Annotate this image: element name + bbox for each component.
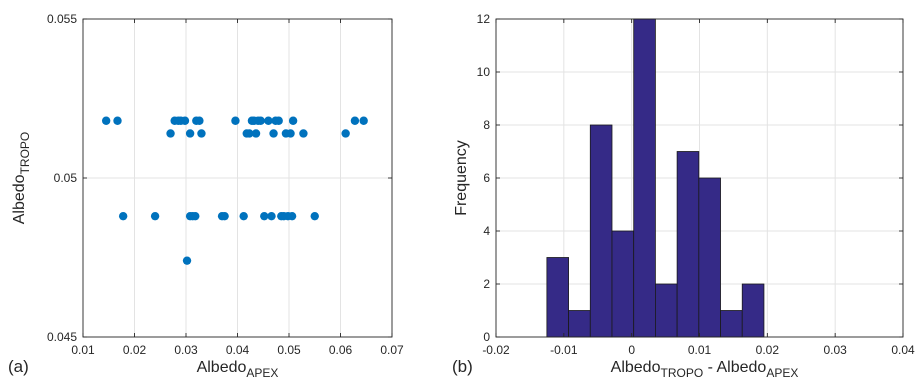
data-point xyxy=(341,129,350,138)
data-point xyxy=(231,116,240,125)
data-point xyxy=(150,211,160,221)
data-point xyxy=(101,116,111,125)
histogram-bar xyxy=(655,283,678,338)
histogram-bar xyxy=(568,310,591,338)
histogram-panel: -0.02 -0.01 0 0.01 0.02 0.03 0.04 0 2 4 6 8 10 12 Albe… xyxy=(452,12,915,380)
data-point xyxy=(191,211,200,221)
x-tick-label: -0.01 xyxy=(550,343,578,357)
x-axis-label: AlbedoTROPO - AlbedoAPEX xyxy=(611,359,799,380)
x-axis-label: AlbedoAPEX xyxy=(197,359,279,380)
y-tick-label: 0.045 xyxy=(47,330,77,344)
data-point xyxy=(245,129,254,138)
histogram-bar xyxy=(720,310,743,338)
data-point xyxy=(185,129,195,138)
x-tick-label: 0.03 xyxy=(823,343,847,357)
data-point xyxy=(220,211,229,221)
histogram-bar xyxy=(611,230,635,338)
x-tick-label: 0.03 xyxy=(174,343,198,357)
data-point xyxy=(197,129,206,138)
panel-label: (a) xyxy=(8,357,29,376)
y-axis-label: Frequency xyxy=(453,140,470,216)
x-tick-label: 0.04 xyxy=(891,343,915,357)
data-point xyxy=(267,211,276,221)
y-tick-label: 6 xyxy=(483,171,490,185)
data-point xyxy=(310,211,319,221)
histogram-bar xyxy=(546,257,569,338)
data-point xyxy=(287,211,297,221)
scatter-panel: 0.01 0.02 0.03 0.04 0.05 0.06 0.07 0.045 0.05 0.0… xyxy=(8,12,404,380)
x-tick-label: 0.02 xyxy=(123,343,147,357)
x-tick-label: 0 xyxy=(628,343,635,357)
y-tick-label: 10 xyxy=(477,65,491,79)
y-tick-label: 0.05 xyxy=(54,171,78,185)
data-point xyxy=(274,116,283,125)
data-point xyxy=(286,129,295,138)
data-point xyxy=(359,116,368,125)
x-tick-label: 0.04 xyxy=(226,343,250,357)
data-point xyxy=(195,116,204,125)
y-axis-label: AlbedoTROPO xyxy=(11,132,32,225)
x-tick-label: 0.07 xyxy=(380,343,404,357)
y-tick-label: 4 xyxy=(483,224,490,238)
histogram-bar xyxy=(698,177,721,338)
data-point xyxy=(180,116,190,125)
x-tick-label: 0.06 xyxy=(329,343,353,357)
data-point xyxy=(256,116,265,125)
data-point xyxy=(239,211,248,221)
data-point xyxy=(182,256,192,265)
y-tick-label: 0.055 xyxy=(47,12,77,26)
histogram-bar xyxy=(676,151,700,338)
x-tick-label: 0.02 xyxy=(756,343,780,357)
data-point xyxy=(264,116,273,125)
x-tick-label: 0.01 xyxy=(688,343,712,357)
data-point xyxy=(260,211,269,221)
histogram-bar xyxy=(741,283,765,338)
data-point xyxy=(113,116,122,125)
y-tick-label: 12 xyxy=(477,12,491,26)
data-point xyxy=(166,129,175,138)
y-tick-label: 2 xyxy=(483,277,490,291)
x-tick-label: -0.02 xyxy=(482,343,510,357)
data-point xyxy=(251,129,261,138)
histogram-bar xyxy=(589,124,613,338)
data-point xyxy=(288,116,298,125)
data-point xyxy=(269,129,278,138)
x-tick-label: 0.05 xyxy=(277,343,301,357)
histogram-bar xyxy=(633,18,656,338)
data-point xyxy=(350,116,360,125)
y-tick-label: 0 xyxy=(483,330,490,344)
y-tick-label: 8 xyxy=(483,118,490,132)
data-point xyxy=(299,129,308,138)
panel-label: (b) xyxy=(452,357,473,376)
x-tick-label: 0.01 xyxy=(71,343,95,357)
data-point xyxy=(118,211,128,221)
